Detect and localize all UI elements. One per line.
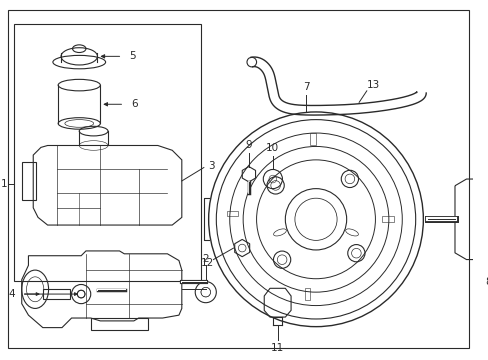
Text: 4: 4 <box>9 289 16 299</box>
Bar <box>381 216 393 222</box>
Text: 11: 11 <box>270 343 284 353</box>
Text: 10: 10 <box>266 143 279 153</box>
Text: 3: 3 <box>207 161 214 171</box>
Text: 1: 1 <box>0 179 7 189</box>
Bar <box>14 24 201 281</box>
Text: 12: 12 <box>201 258 214 269</box>
Text: 8: 8 <box>484 276 488 287</box>
Text: 6: 6 <box>131 99 137 109</box>
Bar <box>21 162 36 200</box>
Bar <box>304 288 309 300</box>
Ellipse shape <box>201 287 210 297</box>
Text: 5: 5 <box>129 51 136 61</box>
Text: 9: 9 <box>245 140 252 150</box>
Text: 2: 2 <box>202 253 209 264</box>
Ellipse shape <box>77 290 85 298</box>
Bar <box>43 289 69 299</box>
Text: 7: 7 <box>303 82 309 92</box>
Text: 13: 13 <box>366 80 379 90</box>
Bar <box>226 211 238 216</box>
Bar <box>91 318 148 329</box>
Bar <box>309 133 315 144</box>
